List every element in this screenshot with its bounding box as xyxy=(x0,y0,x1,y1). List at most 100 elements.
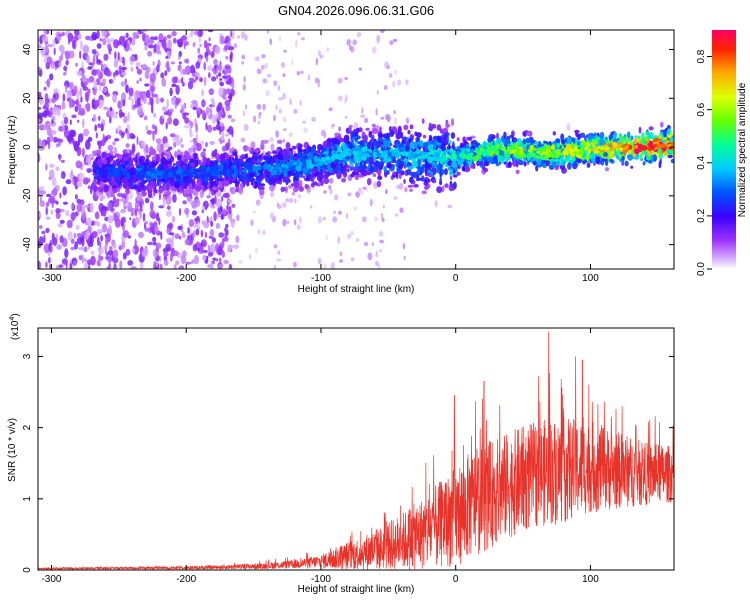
spectrogram-cell xyxy=(102,223,107,233)
spectrogram-cell xyxy=(191,79,197,83)
spectrogram-cell xyxy=(227,244,232,253)
spectrogram-cell xyxy=(87,185,91,190)
spectrogram-cell xyxy=(212,126,217,131)
spectrogram-cell xyxy=(67,91,73,99)
spectrogram-cell xyxy=(129,217,132,221)
spectrogram-cell xyxy=(224,44,229,51)
spectrogram-cell xyxy=(38,112,46,118)
spectrogram-cell xyxy=(415,132,422,138)
spectrogram-cell xyxy=(205,141,208,148)
spectrogram-cell xyxy=(43,244,50,248)
spectrogram-cell xyxy=(161,77,167,87)
spectrogram-cell xyxy=(93,185,98,193)
spectrogram-cell xyxy=(334,132,340,137)
spectrogram-cell xyxy=(177,225,183,231)
spectrogram-cell xyxy=(417,158,422,166)
spectrogram-cell xyxy=(87,88,91,94)
spectrogram-cell xyxy=(202,109,206,119)
spectrogram-cell xyxy=(195,123,198,133)
spectrogram-cell xyxy=(193,153,197,160)
spectrogram-cell xyxy=(519,143,525,148)
spectrogram-cell xyxy=(405,117,410,124)
spectrogram-cell xyxy=(574,129,580,134)
spectrogram-cell xyxy=(198,36,202,43)
spectrogram-cell xyxy=(319,170,323,176)
spectrogram-cell xyxy=(424,166,428,175)
spectrogram-cell xyxy=(112,159,117,167)
spectrogram-cell xyxy=(507,161,512,169)
spectrogram-cell xyxy=(76,236,83,245)
spectrogram-cell xyxy=(513,156,516,162)
spectrogram-cell xyxy=(288,132,293,138)
spectrogram-cell xyxy=(171,215,176,223)
spectrogram-cell xyxy=(180,104,186,108)
spectrogram-cell xyxy=(401,139,405,144)
spectrogram-cell xyxy=(194,217,199,222)
spectrogram-cell xyxy=(626,131,631,139)
spectrogram-cell xyxy=(344,76,348,81)
spectrogram-cell xyxy=(288,197,294,204)
spectrogram-cell xyxy=(210,50,215,59)
spectrogram-cell xyxy=(129,181,133,187)
spectrogram-cell xyxy=(299,70,304,74)
spectrogram-cell xyxy=(610,151,614,159)
spectrogram-cell xyxy=(57,33,63,37)
spectrogram-cell xyxy=(170,61,175,65)
spectrogram-cell xyxy=(399,182,404,190)
spectrogram-cell xyxy=(609,159,614,163)
spectrogram-cell xyxy=(136,136,139,146)
spectrogram-cell xyxy=(172,118,179,126)
spectrogram-cell xyxy=(265,156,270,163)
spectrogram-cell xyxy=(341,178,347,183)
spectrogram-cell xyxy=(599,131,605,140)
spectrogram-cell xyxy=(180,144,184,148)
spectrogram-cell xyxy=(240,31,246,39)
spectrogram-cell xyxy=(242,84,246,91)
spectrogram-cell xyxy=(270,143,275,152)
spectrogram-cell xyxy=(84,104,88,109)
spectrogram-cell xyxy=(197,221,200,230)
spectrogram-cell xyxy=(52,106,59,116)
spectrogram-cell xyxy=(48,256,51,264)
spectrogram-cell xyxy=(181,76,184,84)
spectrogram-cell xyxy=(142,63,147,69)
spectrogram-cells xyxy=(38,30,674,269)
spectrogram-cell xyxy=(354,174,359,181)
spectrogram-cell xyxy=(368,131,373,138)
spectrogram-cell xyxy=(226,204,229,211)
spectrogram-cell xyxy=(618,134,624,142)
spectrogram-cell xyxy=(234,180,241,185)
spectrogram-cell xyxy=(272,150,278,154)
spectrogram-cell xyxy=(343,134,350,141)
spectrogram-cell xyxy=(322,141,328,148)
spectrogram-cell xyxy=(556,143,561,148)
spectrogram-cell xyxy=(403,255,406,261)
spectrogram-cell xyxy=(178,50,182,58)
spectrogram-cell xyxy=(82,44,90,54)
spectrogram-cell xyxy=(178,61,182,65)
spectrogram-cell xyxy=(273,264,276,269)
spectrogram-cell xyxy=(169,177,174,185)
spectrogram-cell xyxy=(171,83,177,88)
spectrogram-cell xyxy=(260,186,265,190)
spectrogram-cell xyxy=(149,222,154,228)
spectrogram-cell xyxy=(247,159,253,164)
spectrogram-cell xyxy=(293,181,300,188)
spectrogram-cell xyxy=(311,167,318,175)
spectrogram-cell xyxy=(206,195,211,199)
spectrogram-cell xyxy=(333,138,339,145)
spectrogram-cell xyxy=(264,62,269,69)
spectrogram-cell xyxy=(439,177,442,184)
spectrogram-cell xyxy=(208,88,214,96)
spectrogram-cell xyxy=(127,260,134,266)
spectrogram-cell xyxy=(213,58,218,65)
spectrogram-cell xyxy=(367,252,373,261)
spectrogram-cell xyxy=(38,260,41,269)
spectrogram-cell xyxy=(179,266,183,269)
spectrogram-cell xyxy=(98,115,101,121)
spectrogram-cell xyxy=(228,156,232,162)
spectrogram-cell xyxy=(667,133,671,138)
spectrogram-cell xyxy=(109,155,114,161)
spectrogram-cell xyxy=(39,212,42,218)
spectrogram-cell xyxy=(157,179,160,183)
